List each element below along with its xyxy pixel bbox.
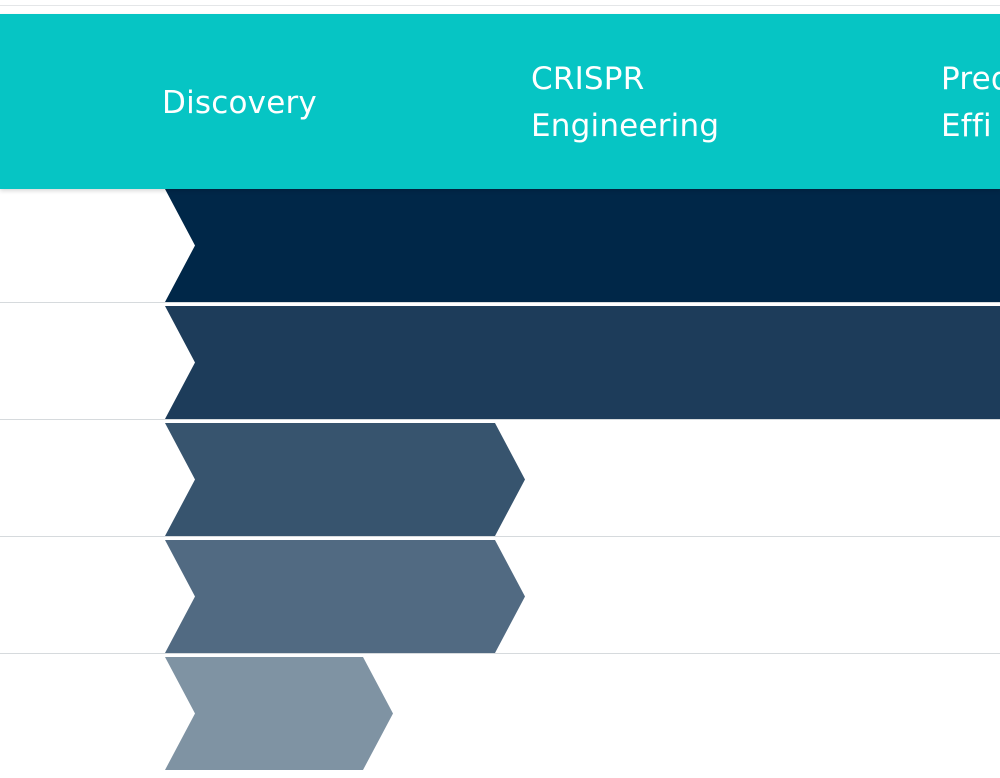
row-divider [0, 536, 1000, 537]
row-divider [0, 302, 1000, 303]
phase-label-preclinical-efficacy: Pred Effi [941, 61, 1000, 144]
top-rule [0, 5, 1000, 6]
pipeline-bars [165, 189, 1000, 770]
pipeline-rows [0, 189, 1000, 778]
phase-label-crispr-engineering: CRISPR Engineering [531, 61, 720, 144]
pipeline-bar-4 [165, 540, 525, 653]
row-divider [0, 419, 1000, 420]
phase-header: Discovery CRISPR Engineering Pred Effi [0, 14, 1000, 189]
phase-label-discovery: Discovery [162, 85, 317, 121]
row-divider [0, 653, 1000, 654]
pipeline-bar-2 [165, 306, 1000, 419]
pipeline-bar-1 [165, 189, 1000, 302]
pipeline-bar-3 [165, 423, 525, 536]
pipeline-bar-5 [165, 657, 393, 770]
